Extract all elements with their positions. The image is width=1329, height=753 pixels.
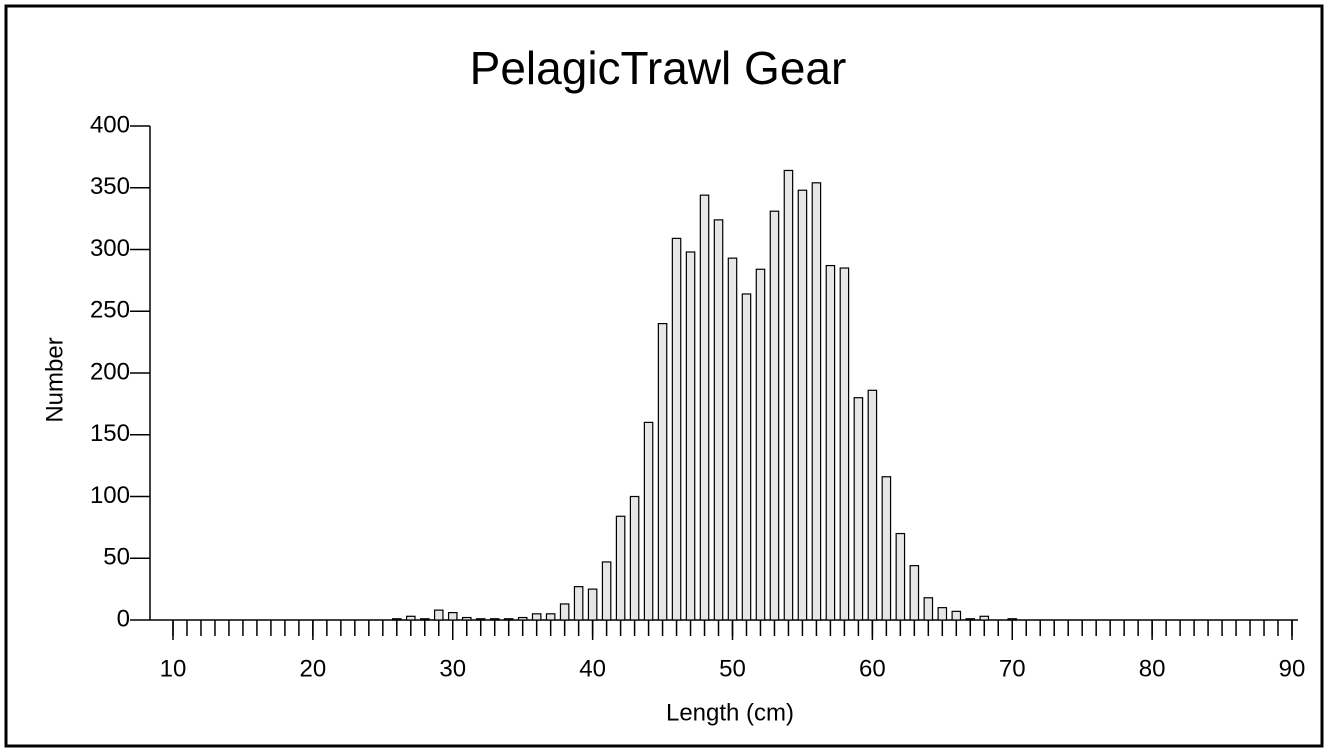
x-tick-label: 40 [579, 655, 606, 682]
bar [881, 476, 892, 621]
x-tick-label: 20 [300, 655, 327, 682]
y-tick-label: 200 [90, 358, 130, 385]
bar [727, 257, 738, 621]
bar [699, 194, 710, 621]
x-tick-label: 30 [439, 655, 466, 682]
bar [769, 210, 780, 621]
x-tick-label: 80 [1139, 655, 1166, 682]
bar [545, 613, 556, 621]
x-tick-label: 70 [999, 655, 1026, 682]
bar [503, 618, 514, 621]
bar [559, 603, 570, 621]
bar [657, 323, 668, 621]
chart-title: PelagicTrawl Gear [470, 42, 847, 94]
bar [392, 618, 402, 621]
bar [713, 219, 724, 621]
bar [531, 613, 542, 621]
chart-border [4, 4, 1324, 748]
bar [433, 609, 444, 621]
bar [629, 495, 640, 621]
bar [475, 618, 486, 621]
y-tick-label: 0 [117, 605, 130, 632]
y-tick-label: 250 [90, 297, 130, 324]
bar [615, 515, 626, 621]
bar [797, 189, 808, 621]
bar [447, 611, 458, 621]
x-tick-label: 50 [719, 655, 746, 682]
y-tick-label: 50 [103, 544, 130, 571]
bar [741, 293, 752, 621]
x-tick-label: 90 [1279, 655, 1306, 682]
bar [909, 565, 920, 621]
bar [461, 616, 472, 621]
x-axis-label: Length (cm) [666, 699, 794, 726]
x-tick-label: 60 [859, 655, 886, 682]
bar [517, 616, 528, 621]
bar [419, 618, 430, 621]
bar [405, 615, 416, 621]
bar [825, 264, 836, 621]
bar [979, 615, 990, 621]
bar [839, 267, 850, 621]
bar [573, 586, 584, 621]
y-tick-label: 400 [90, 111, 130, 138]
bar [601, 561, 612, 621]
y-tick-label: 150 [90, 420, 130, 447]
bar [937, 607, 948, 621]
y-tick-label: 100 [90, 482, 130, 509]
bar [923, 597, 934, 621]
bar [1007, 618, 1018, 621]
y-tick-label: 350 [90, 173, 130, 200]
bar [867, 389, 878, 621]
bar [811, 182, 822, 621]
y-tick-label: 300 [90, 235, 130, 262]
bar [685, 251, 696, 621]
bar [489, 618, 500, 621]
bar [895, 532, 906, 621]
bar [587, 588, 598, 621]
bar [783, 169, 794, 621]
y-axis-label: Number [41, 337, 68, 422]
bar [643, 421, 654, 621]
bar [951, 610, 962, 621]
bar [671, 237, 682, 621]
bar [853, 397, 864, 621]
bar [755, 268, 766, 621]
x-tick-label: 10 [160, 655, 187, 682]
bar [965, 618, 976, 621]
